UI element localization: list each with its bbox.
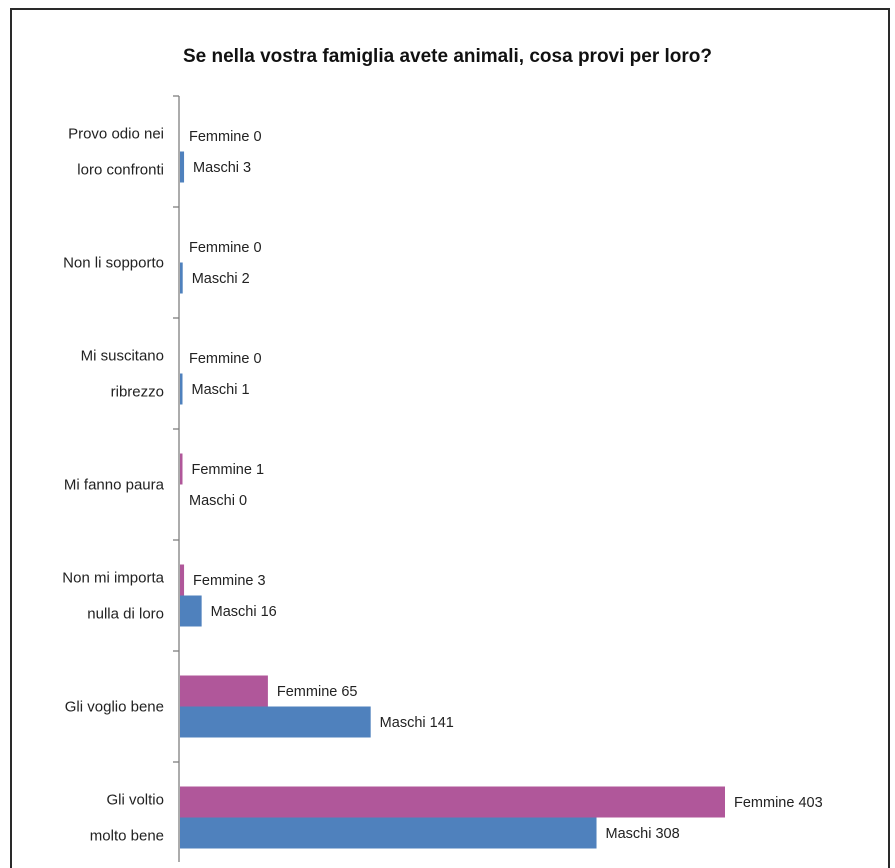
data-label-femmine: Femmine 0	[189, 351, 262, 367]
bar-maschi	[180, 262, 183, 294]
data-label-maschi: Maschi 0	[189, 493, 247, 509]
bar-maschi	[180, 373, 183, 405]
bar-femmine	[180, 564, 185, 596]
data-label-femmine: Femmine 3	[193, 573, 266, 589]
chart-frame	[10, 8, 890, 868]
category-label: Non li sopporto	[63, 255, 164, 272]
bar-maschi	[180, 817, 597, 849]
bar-femmine	[180, 786, 725, 818]
data-label-femmine: Femmine 1	[192, 462, 265, 478]
bar-maschi	[180, 706, 371, 738]
bar-femmine	[180, 453, 183, 485]
bar-maschi	[180, 151, 185, 183]
category-label: Gli voltio molto bene	[90, 792, 164, 845]
data-label-femmine: Femmine 0	[189, 240, 262, 256]
category-label: Mi fanno paura	[64, 477, 165, 494]
data-label-femmine: Femmine 403	[734, 795, 823, 811]
bar-maschi	[180, 595, 202, 627]
chart-title: Se nella vostra famiglia avete animali, …	[182, 46, 713, 67]
bar-femmine	[180, 675, 268, 707]
data-label-maschi: Maschi 308	[606, 826, 680, 842]
category-label: Non mi importa nulla di loro	[62, 570, 164, 623]
category-label: Gli voglio bene	[65, 699, 164, 716]
data-label-femmine: Femmine 65	[277, 684, 358, 700]
data-label-maschi: Maschi 16	[211, 604, 277, 620]
category-label: Provo odio nei loro confronti	[68, 126, 164, 179]
category-label: Mi suscitano ribrezzo	[81, 348, 164, 401]
data-label-femmine: Femmine 0	[189, 129, 262, 145]
data-label-maschi: Maschi 3	[193, 160, 251, 176]
data-label-maschi: Maschi 2	[192, 271, 250, 287]
data-label-maschi: Maschi 1	[192, 382, 250, 398]
data-label-maschi: Maschi 141	[380, 715, 454, 731]
